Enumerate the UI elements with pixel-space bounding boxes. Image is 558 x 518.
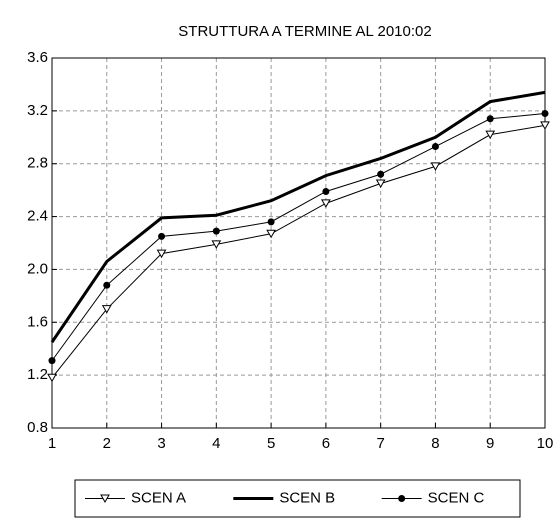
y-tick-label: 1.6	[27, 313, 48, 330]
x-tick-label: 5	[267, 435, 275, 452]
marker	[377, 170, 385, 178]
y-tick-label: 2.4	[27, 208, 48, 225]
y-tick-label: 1.2	[27, 366, 48, 383]
x-tick-label: 2	[103, 435, 111, 452]
x-tick-label: 7	[376, 435, 384, 452]
plot-frame	[51, 57, 546, 429]
chart-title: STRUTTURA A TERMINE AL 2010:02	[178, 23, 431, 40]
marker	[101, 305, 112, 314]
marker	[48, 357, 56, 365]
marker	[266, 229, 276, 239]
marker	[541, 110, 549, 117]
y-tick-label: 2.0	[27, 260, 48, 277]
marker	[375, 179, 386, 189]
y-tick-label: 0.8	[27, 419, 48, 436]
legend-label: SCEN C	[428, 489, 485, 506]
marker	[47, 373, 57, 383]
marker	[430, 162, 441, 171]
marker	[321, 199, 331, 208]
series-line	[51, 113, 546, 361]
x-tick-label: 3	[157, 435, 165, 452]
x-tick-label: 8	[431, 435, 439, 452]
x-tick-label: 4	[212, 435, 220, 452]
x-tick-label: 10	[537, 435, 554, 452]
legend-box	[74, 479, 521, 518]
marker	[485, 130, 496, 140]
marker	[158, 232, 166, 240]
y-tick-label: 2.8	[27, 155, 48, 172]
y-tick-label: 3.2	[27, 102, 48, 119]
legend-label: SCEN A	[131, 489, 186, 506]
marker	[322, 187, 330, 195]
marker	[398, 495, 406, 502]
marker	[103, 281, 111, 289]
marker	[431, 143, 439, 151]
y-tick-label: 3.6	[27, 49, 48, 66]
x-tick-label: 9	[486, 435, 494, 452]
legend-label: SCEN B	[279, 489, 335, 506]
marker	[100, 494, 110, 504]
marker	[486, 115, 494, 123]
x-tick-label: 6	[322, 435, 330, 452]
series-line	[51, 124, 546, 379]
marker	[212, 227, 220, 235]
marker	[267, 218, 275, 226]
marker	[211, 240, 222, 249]
marker	[540, 121, 550, 130]
x-tick-label: 1	[48, 435, 56, 452]
series-line	[50, 90, 546, 343]
marker	[156, 249, 167, 259]
